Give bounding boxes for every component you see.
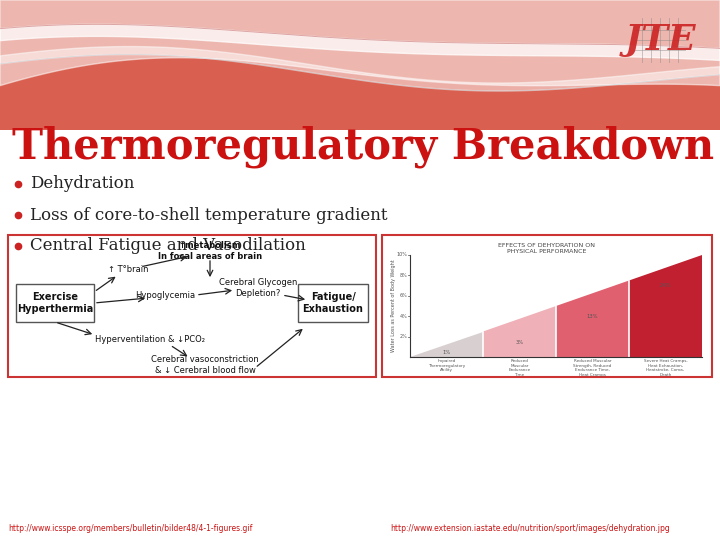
Text: Loss of core-to-shell temperature gradient: Loss of core-to-shell temperature gradie… [30, 206, 387, 224]
Text: ↑metabolism
In focal areas of brain: ↑metabolism In focal areas of brain [158, 241, 262, 261]
Bar [16, 284, 94, 322]
Bar [8, 235, 376, 377]
Text: Impaired
Thermoregulatory
Ability: Impaired Thermoregulatory Ability [428, 359, 465, 372]
Text: Cerebral vasoconstriction
& ↓ Cerebral blood flow: Cerebral vasoconstriction & ↓ Cerebral b… [151, 355, 259, 375]
Text: Thermoregulatory Breakdown: Thermoregulatory Breakdown [12, 126, 714, 168]
Text: Reduced Muscular
Strength, Reduced
Endurance Time,
Heat Cramps: Reduced Muscular Strength, Reduced Endur… [573, 359, 611, 377]
Text: 8%: 8% [400, 273, 407, 278]
Polygon shape [629, 255, 702, 357]
Text: Hypoglycemia: Hypoglycemia [135, 291, 195, 300]
Text: 10%: 10% [396, 253, 407, 258]
Text: ↑ T°brain: ↑ T°brain [108, 266, 148, 274]
Text: 6%: 6% [400, 293, 407, 298]
Text: 24%: 24% [660, 283, 671, 288]
Bar [382, 235, 712, 377]
Text: 2%: 2% [400, 334, 407, 339]
Text: Dehydration: Dehydration [30, 176, 135, 192]
Polygon shape [483, 306, 556, 357]
Polygon shape [410, 332, 483, 357]
Bar [0, 0, 720, 130]
Text: Water Loss as Percent of Body Weight: Water Loss as Percent of Body Weight [392, 260, 397, 353]
Text: http://www.icsspe.org/members/bulletin/bilder48/4-1-figures.gif: http://www.icsspe.org/members/bulletin/b… [8, 524, 253, 533]
Text: 4%: 4% [400, 314, 407, 319]
Text: Cerebral Glycogen
Depletion?: Cerebral Glycogen Depletion? [219, 278, 297, 298]
Text: Hyperventilation & ↓PCO₂: Hyperventilation & ↓PCO₂ [95, 335, 205, 345]
Text: Central Fatigue and Vasodilation: Central Fatigue and Vasodilation [30, 238, 306, 254]
Text: 3%: 3% [516, 340, 523, 345]
Polygon shape [556, 280, 629, 357]
Bar [298, 284, 368, 322]
Text: Exercise
Hyperthermia: Exercise Hyperthermia [17, 292, 93, 314]
Text: Reduced
Muscular
Endurance
Time: Reduced Muscular Endurance Time [508, 359, 531, 377]
Text: Fatigue/
Exhaustion: Fatigue/ Exhaustion [302, 292, 364, 314]
Text: 1%: 1% [442, 350, 451, 355]
Text: 13%: 13% [587, 314, 598, 319]
Text: EFFECTS OF DEHYDRATION ON
PHYSICAL PERFORMANCE: EFFECTS OF DEHYDRATION ON PHYSICAL PERFO… [498, 243, 595, 254]
Text: Severe Heat Cramps,
Heat Exhaustion,
Heatstroke, Coma,
Death: Severe Heat Cramps, Heat Exhaustion, Hea… [644, 359, 688, 377]
Text: http://www.extension.iastate.edu/nutrition/sport/images/dehydration.jpg: http://www.extension.iastate.edu/nutriti… [390, 524, 670, 533]
Text: JTE: JTE [624, 23, 696, 57]
